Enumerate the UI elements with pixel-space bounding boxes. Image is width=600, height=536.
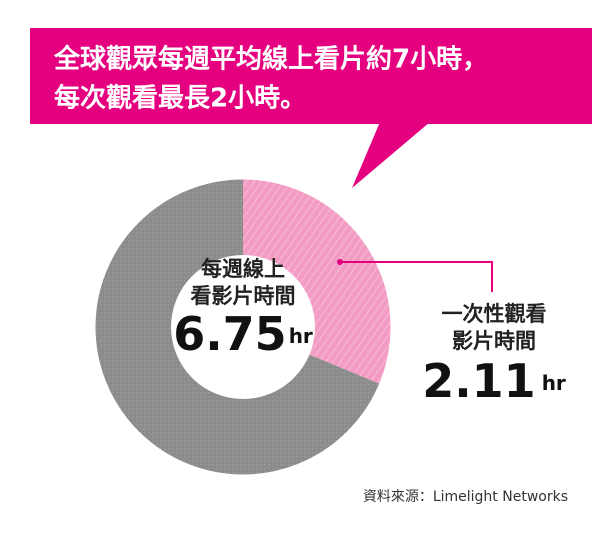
leader-line [340,261,493,292]
unit: hr [542,371,566,395]
part-label: 一次性觀看 [442,302,547,326]
part-number: 2.11 [422,354,536,408]
total-label: 每週線上 [201,257,285,281]
callout-tail [352,122,430,188]
callout-box [30,28,592,124]
total-value: 6.75 hr [173,307,313,361]
unit: hr [289,324,313,348]
total-number: 6.75 [173,307,287,361]
leader-dot [337,259,343,265]
source: 資料來源：Limelight Networks [363,489,568,505]
title-line: 全球觀眾每週平均線上看片約7小時， [53,44,488,75]
part-value: 2.11 hr [422,354,566,408]
title-line: 每次觀看最長2小時。 [54,83,306,114]
callout: 全球觀眾每週平均線上看片約7小時， 每次觀看最長2小時。 [30,28,592,188]
inner-circle [171,255,315,399]
pie-outline [94,178,392,476]
part-label: 影片時間 [452,329,536,353]
total-label: 看影片時間 [191,284,296,308]
